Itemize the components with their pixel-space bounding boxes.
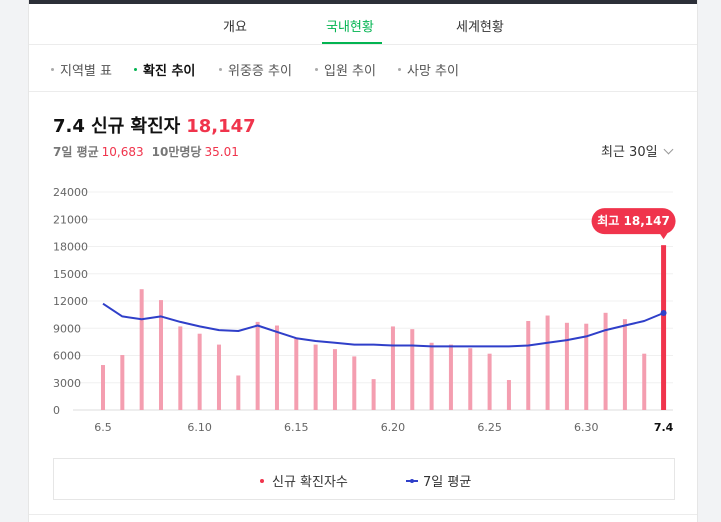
chart-bar [255, 321, 260, 410]
chart-bar [274, 325, 279, 410]
active-tab-underline [322, 42, 382, 44]
chart-bar [371, 379, 376, 410]
bullet-icon [398, 68, 401, 71]
period-label: 최근 30일 [601, 145, 658, 160]
bullet-icon [51, 68, 54, 71]
page-title: 7.4 신규 확진자 [53, 116, 181, 137]
chart-bar [197, 333, 202, 410]
y-tick-label: 0 [53, 404, 60, 417]
peak-label: 최고 18,147 [597, 213, 670, 228]
top-bar [29, 0, 697, 4]
chart-bar [332, 349, 337, 410]
y-tick-label: 21000 [53, 213, 88, 226]
subnav-label: 확진 추이 [143, 64, 196, 79]
chart-bar [294, 338, 299, 410]
tab-domestic[interactable]: 국내현황 [326, 20, 374, 35]
subnav-region-table[interactable]: 지역별 표 [51, 60, 112, 79]
chevron-down-icon [663, 144, 674, 155]
x-tick-label: 6.5 [94, 421, 112, 434]
y-tick-label: 3000 [53, 377, 81, 390]
chart-bar [158, 300, 163, 410]
subnav-death-trend[interactable]: 사망 추이 [398, 60, 459, 79]
subnav-hospitalized-trend[interactable]: 입원 추이 [315, 60, 376, 79]
period-select[interactable]: 최근 30일 [601, 141, 674, 160]
chart-bar [101, 365, 105, 410]
avg-label: 7일 평균 [53, 145, 99, 159]
subnav-confirmed-trend[interactable]: 확진 추이 [134, 60, 195, 79]
chart-bar [410, 329, 415, 410]
y-tick-label: 6000 [53, 350, 81, 363]
chart-bar [178, 326, 183, 410]
chart-bar [216, 344, 221, 410]
chart-bar [487, 353, 492, 410]
bullet-icon [315, 68, 318, 71]
x-tick-label: 7.4 [654, 421, 674, 434]
chart-bar [352, 356, 357, 410]
chart-bar [468, 348, 473, 410]
bullet-icon [134, 68, 137, 71]
divider [29, 514, 697, 515]
y-tick-label: 9000 [53, 322, 81, 335]
chart-bar [545, 315, 550, 410]
chart-bar [661, 245, 667, 410]
covid-status-card: 개요 국내현황 세계현황 지역별 표 확진 추이 위중증 추이 입원 추이 사망… [28, 0, 698, 522]
subnav-label: 입원 추이 [324, 64, 376, 79]
chart-bar [448, 344, 453, 410]
chart-bar [603, 312, 608, 410]
y-tick-label: 12000 [53, 295, 88, 308]
new-cases-value: 18,147 [186, 116, 256, 137]
legend-line-icon [406, 478, 418, 483]
avg-point [660, 309, 667, 316]
subnav-label: 위중증 추이 [228, 64, 292, 79]
chart-bar [120, 355, 125, 410]
chart-bar [429, 342, 434, 410]
legend-item-new-cases[interactable]: 신규 확진자수 [260, 471, 348, 490]
chart-bar [622, 319, 627, 410]
chart-legend: 신규 확진자수 7일 평균 [53, 458, 675, 500]
legend-label: 신규 확진자수 [272, 475, 348, 490]
chart-bar [236, 375, 241, 410]
y-tick-label: 15000 [53, 268, 88, 281]
chart-bar [584, 323, 589, 410]
x-tick-label: 6.25 [477, 421, 502, 434]
tab-overview[interactable]: 개요 [223, 20, 247, 35]
confirmed-cases-chart: 0 3000 6000 9000 12000 15000 18000 21000 24000 6.… [53, 186, 676, 434]
chart-bar [313, 344, 318, 410]
per100k-value: 35.01 [204, 145, 239, 159]
chart-heading: 7.4 신규 확진자 18,147 [53, 112, 256, 138]
bullet-icon [219, 68, 222, 71]
chart-bar [564, 322, 569, 410]
chart-bar [139, 289, 144, 410]
peak-badge [591, 208, 676, 235]
main-tabs: 개요 국내현황 세계현황 [29, 4, 697, 45]
avg-value: 10,683 [101, 145, 144, 159]
subnav-label: 지역별 표 [60, 64, 112, 79]
subnav-critical-trend[interactable]: 위중증 추이 [219, 60, 292, 79]
legend-label: 7일 평균 [423, 475, 472, 490]
x-tick-label: 6.10 [187, 421, 212, 434]
legend-item-7day-avg[interactable]: 7일 평균 [406, 471, 471, 490]
summary-stats: 7일 평균 10,683 10만명당 35.01 [53, 143, 247, 160]
x-tick-label: 6.30 [574, 421, 599, 434]
x-tick-label: 6.15 [284, 421, 309, 434]
chart-bar [526, 320, 531, 410]
legend-dot-icon [260, 478, 264, 483]
avg-line [102, 302, 664, 348]
per100k-label: 10만명당 [151, 145, 202, 159]
chart-bar [390, 326, 395, 410]
peak-pointer [659, 233, 668, 240]
tab-world[interactable]: 세계현황 [456, 20, 504, 35]
sub-navigation: 지역별 표 확진 추이 위중증 추이 입원 추이 사망 추이 [29, 45, 697, 92]
y-tick-label: 24000 [53, 186, 88, 199]
subnav-label: 사망 추이 [407, 64, 459, 79]
y-tick-label: 18000 [53, 241, 88, 254]
chart-bar [642, 353, 647, 410]
chart-bar [506, 380, 511, 410]
peak-annotation: 최고 18,147 [591, 208, 676, 240]
x-tick-label: 6.20 [381, 421, 406, 434]
